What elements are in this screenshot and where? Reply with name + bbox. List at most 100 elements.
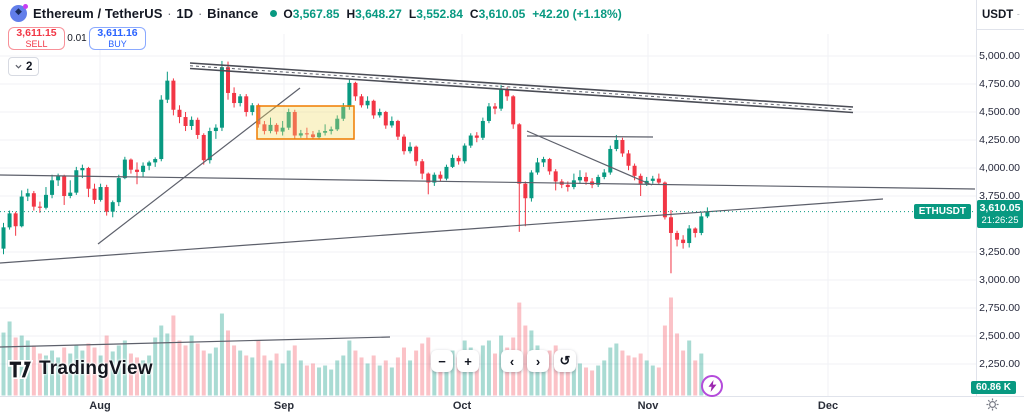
volume-bar <box>577 363 582 396</box>
price-axis[interactable]: USDT 5,000.00 4,750.00 4,500.00 4,250.00 4,0… <box>976 0 1024 396</box>
symbol-name[interactable]: Ethereum / TetherUS <box>33 6 163 21</box>
candle-body <box>395 120 400 137</box>
candle-body <box>43 194 48 208</box>
volume-bar <box>541 353 546 396</box>
exchange-label[interactable]: Binance <box>207 6 259 21</box>
low-label: L <box>408 6 417 21</box>
candle-body <box>244 96 249 112</box>
volume-bar <box>292 345 297 396</box>
volume-bar <box>256 340 261 396</box>
candle-body <box>632 165 637 176</box>
candle-body <box>62 176 67 196</box>
volume-bar <box>408 360 413 396</box>
candle-body <box>68 192 73 196</box>
volume-bar <box>347 340 352 396</box>
volume-bar <box>141 360 146 396</box>
volume-bar <box>110 351 115 396</box>
volume-badge: 60.86 K <box>971 381 1017 394</box>
reset-chart-button[interactable]: ↺ <box>554 350 576 372</box>
price-tick-label: 2,250.00 <box>979 358 1020 370</box>
candle-body <box>104 187 109 212</box>
candle-body <box>98 187 103 200</box>
trendline-drawing <box>0 198 884 264</box>
symbol-title[interactable]: Ethereum / TetherUS · 1D · Binance <box>33 6 258 21</box>
volume-bar <box>584 367 589 396</box>
market-status-dot-icon <box>270 10 278 17</box>
candle-body <box>383 112 388 126</box>
candle-body <box>505 89 510 97</box>
tradingview-wordmark: TradingView <box>39 358 153 379</box>
volume-bar <box>1 332 6 396</box>
candle-body <box>662 182 667 218</box>
open-value: 3,567.85 <box>292 6 340 21</box>
candle-body <box>577 176 582 181</box>
volume-bar <box>444 355 449 396</box>
close-value: 3,610.05 <box>478 6 526 21</box>
candle-body <box>675 232 680 240</box>
interval-label[interactable]: 1D <box>176 6 194 21</box>
volume-bar <box>480 345 485 396</box>
candle-body <box>626 153 631 166</box>
zoom-out-button[interactable]: − <box>431 350 453 372</box>
change-value: +42.20 (+1.18%) <box>532 6 622 21</box>
channel-bottom-line <box>189 67 854 114</box>
candle-body <box>268 124 273 132</box>
candle-body <box>207 131 212 161</box>
candle-body <box>523 183 528 199</box>
month-label: Dec <box>817 400 839 412</box>
candle-body <box>650 178 655 181</box>
buy-price: 3,611.16 <box>97 27 138 40</box>
buy-label: BUY <box>108 38 127 49</box>
candle-body <box>493 106 498 109</box>
volume-bar <box>590 370 595 396</box>
volume-bar <box>620 350 625 396</box>
instant-order-button[interactable] <box>701 375 723 397</box>
volume-bar <box>201 350 206 396</box>
currency-selector[interactable]: USDT <box>977 0 1024 30</box>
volume-bar <box>493 353 498 396</box>
price-tick-label: 5,000.00 <box>979 50 1020 62</box>
scroll-right-button[interactable]: › <box>527 350 549 372</box>
candle-body <box>511 96 516 125</box>
volume-bar <box>104 335 109 396</box>
volume-bar <box>432 353 437 396</box>
volume-bar <box>80 350 85 396</box>
tradingview-watermark: TradingView <box>8 358 153 380</box>
low-value: 3,552.84 <box>416 6 463 21</box>
candle-body <box>529 172 534 199</box>
volume-bar <box>668 297 673 396</box>
volume-bar <box>304 365 309 396</box>
candle-body <box>189 119 194 126</box>
gear-icon[interactable] <box>986 398 999 411</box>
legend-collapse-toggle[interactable]: 2 <box>8 57 40 76</box>
price-tick-label: 2,500.00 <box>979 330 1020 342</box>
candle-body <box>19 196 24 227</box>
volume-bar <box>244 355 249 396</box>
sell-button[interactable]: 3,611.15 SELL <box>8 27 65 50</box>
volume-bar <box>662 325 667 396</box>
scroll-left-button[interactable]: ‹ <box>501 350 523 372</box>
zoom-in-button[interactable]: + <box>457 350 479 372</box>
candle-body <box>444 166 449 179</box>
volume-bar <box>207 353 212 396</box>
candle-body <box>37 206 42 208</box>
candle-body <box>159 99 164 160</box>
last-price-badge: 3,610.05 21:26:25 <box>977 199 1023 228</box>
buy-button[interactable]: 3,611.16 BUY <box>89 27 146 50</box>
time-axis[interactable]: Aug Sep Oct Nov Dec <box>0 396 1024 418</box>
volume-bar <box>286 350 291 396</box>
volume-bar <box>359 357 364 396</box>
candle-body <box>432 174 437 183</box>
candle-body <box>620 140 625 154</box>
candle-body <box>420 161 425 174</box>
candle-body <box>687 228 692 244</box>
candle-body <box>213 127 218 132</box>
channel-mid-line <box>189 65 854 111</box>
candle-body <box>705 211 710 217</box>
candle-body <box>141 165 146 172</box>
candle-body <box>535 162 540 173</box>
candle-body <box>25 193 30 197</box>
candle-body <box>7 213 12 228</box>
candle-body <box>608 148 613 173</box>
